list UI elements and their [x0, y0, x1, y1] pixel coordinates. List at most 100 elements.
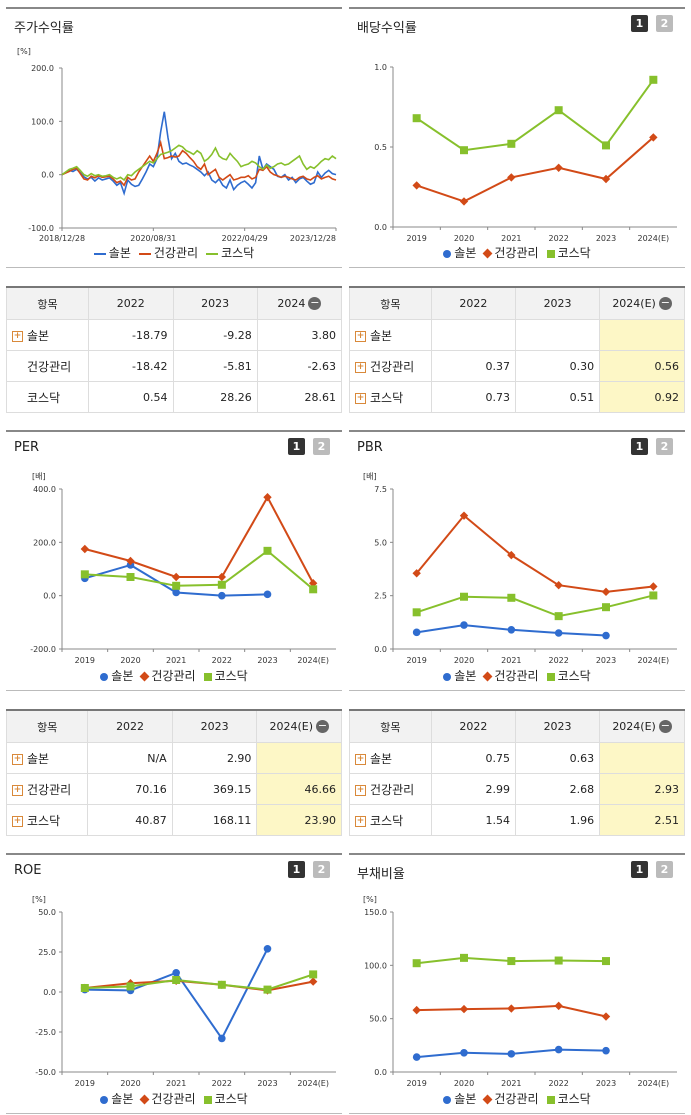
header-year: 2022: [430, 286, 516, 320]
panel-title: PER: [14, 440, 40, 455]
header-label: 항목: [380, 720, 401, 734]
expand-plus-icon[interactable]: +: [355, 815, 366, 827]
header-year: 2022: [430, 709, 516, 743]
row-label[interactable]: + 솔본: [5, 319, 90, 351]
legend-swatch: [443, 1095, 452, 1104]
row-label[interactable]: + 솔본: [349, 742, 432, 774]
legend-label: 솔본: [111, 669, 134, 683]
data-point: [217, 572, 227, 582]
data-point: [412, 628, 421, 637]
expand-plus-icon[interactable]: +: [355, 361, 366, 373]
row-label-text: 건강관리: [370, 782, 415, 797]
header-label: 2023: [200, 720, 229, 733]
collapse-icon[interactable]: −: [308, 296, 322, 311]
header-item: 항목: [349, 709, 432, 743]
collapse-icon[interactable]: −: [315, 719, 329, 734]
row-label[interactable]: + 코스닥: [349, 804, 432, 836]
view-toggle-1[interactable]: 1: [631, 861, 648, 878]
view-toggle-2[interactable]: 2: [656, 861, 673, 878]
legend-item: 코스닥: [546, 244, 591, 261]
table-cell: 23.90: [256, 804, 342, 836]
expand-plus-icon[interactable]: +: [355, 330, 366, 342]
view-toggle-2[interactable]: 2: [313, 861, 330, 878]
data-point: [309, 585, 318, 594]
collapse-icon[interactable]: −: [658, 719, 672, 734]
view-toggle-2[interactable]: 2: [313, 438, 330, 455]
x-tick-label: 2020: [120, 656, 140, 665]
legend-label: 건강관리: [151, 1092, 196, 1106]
header-label: 2024: [277, 296, 306, 310]
series-line: [84, 973, 314, 991]
expand-plus-icon[interactable]: +: [355, 784, 366, 796]
view-toggle-1[interactable]: 1: [631, 438, 648, 455]
row-label-text: 솔본: [27, 328, 50, 343]
view-toggle-2[interactable]: 2: [656, 15, 673, 32]
data-point: [126, 573, 135, 581]
view-toggle-2[interactable]: 2: [656, 438, 673, 455]
data-point: [601, 1012, 611, 1021]
data-point: [218, 1034, 226, 1043]
row-label[interactable]: + 코스닥: [5, 804, 89, 836]
legend-label: 솔본: [108, 246, 131, 260]
debt-ratio-chart: [%] 150.0 100.0 50.0 0.0 2019 2020 2021 2022 2023…: [363, 895, 677, 1088]
data-point: [412, 1053, 421, 1061]
y-tick-label: 0.5: [374, 143, 387, 152]
y-tick-label: 1.0: [374, 63, 387, 72]
header-label: 항목: [37, 720, 58, 734]
row-label[interactable]: + 건강관리: [349, 350, 432, 382]
unit-label: [배]: [363, 472, 377, 481]
view-toggle-1[interactable]: 1: [288, 438, 305, 455]
expand-plus-icon[interactable]: +: [12, 753, 23, 765]
x-tick-label: 2018/12/28: [39, 234, 85, 243]
data-point: [507, 593, 516, 602]
row-label[interactable]: + 솔본: [5, 742, 89, 774]
header-item: 항목: [5, 709, 89, 743]
view-toggle-1[interactable]: 1: [631, 15, 648, 32]
row-label-text: 솔본: [27, 751, 50, 766]
row-label[interactable]: + 건강관리: [5, 773, 89, 805]
expand-plus-icon[interactable]: +: [355, 392, 366, 404]
legend-swatch: [203, 672, 212, 681]
expand-plus-icon[interactable]: +: [12, 815, 23, 827]
data-point: [602, 603, 610, 612]
expand-plus-icon[interactable]: +: [12, 330, 23, 342]
x-tick-label: 2023: [596, 656, 616, 665]
legend-item: 코스닥: [206, 244, 254, 261]
legend-item: 건강관리: [138, 244, 198, 261]
table-row: 건강관리 -18.42 -5.81 -2.63: [5, 350, 343, 382]
legend-label: 코스닥: [214, 669, 248, 683]
x-tick-label: 2021: [166, 656, 186, 665]
row-label[interactable]: + 코스닥: [349, 381, 432, 413]
x-tick-label: 2022/04/29: [222, 234, 268, 243]
legend-label: 코스닥: [557, 669, 591, 683]
data-point: [217, 580, 226, 589]
data-point: [172, 976, 181, 984]
table-row: + 솔본 N/A 2.90: [5, 742, 342, 774]
data-point: [602, 957, 610, 966]
header-year: 2024(E) −: [256, 709, 342, 743]
data-point: [412, 114, 421, 123]
header-label: 2023: [201, 297, 230, 310]
legend-item: 건강관리: [139, 667, 196, 684]
header-year: 2024−: [256, 286, 343, 320]
row-label[interactable]: + 솔본: [349, 319, 432, 351]
x-tick-label: 2023: [596, 1079, 616, 1088]
panel-title: 배당수익률: [357, 21, 417, 36]
expand-plus-icon[interactable]: +: [355, 753, 366, 765]
row-label[interactable]: + 건강관리: [349, 773, 432, 805]
data-point: [507, 1050, 516, 1058]
table-cell: 0.54: [88, 381, 174, 413]
x-tick-label: 2019: [406, 1079, 426, 1088]
legend-swatch: [139, 1094, 150, 1105]
data-point: [263, 590, 272, 599]
header-year: 2023: [514, 709, 601, 743]
data-point: [460, 621, 468, 629]
chart-legend: 솔본 건강관리 코스닥: [349, 667, 685, 684]
expand-plus-icon[interactable]: +: [12, 784, 23, 796]
series-line: [416, 79, 655, 152]
collapse-icon[interactable]: −: [658, 296, 672, 311]
table-cell: 0.92: [599, 381, 685, 413]
table-row: + 코스닥 0.73 0.51 0.92: [349, 381, 685, 413]
legend-swatch: [100, 672, 109, 681]
view-toggle-1[interactable]: 1: [288, 861, 305, 878]
